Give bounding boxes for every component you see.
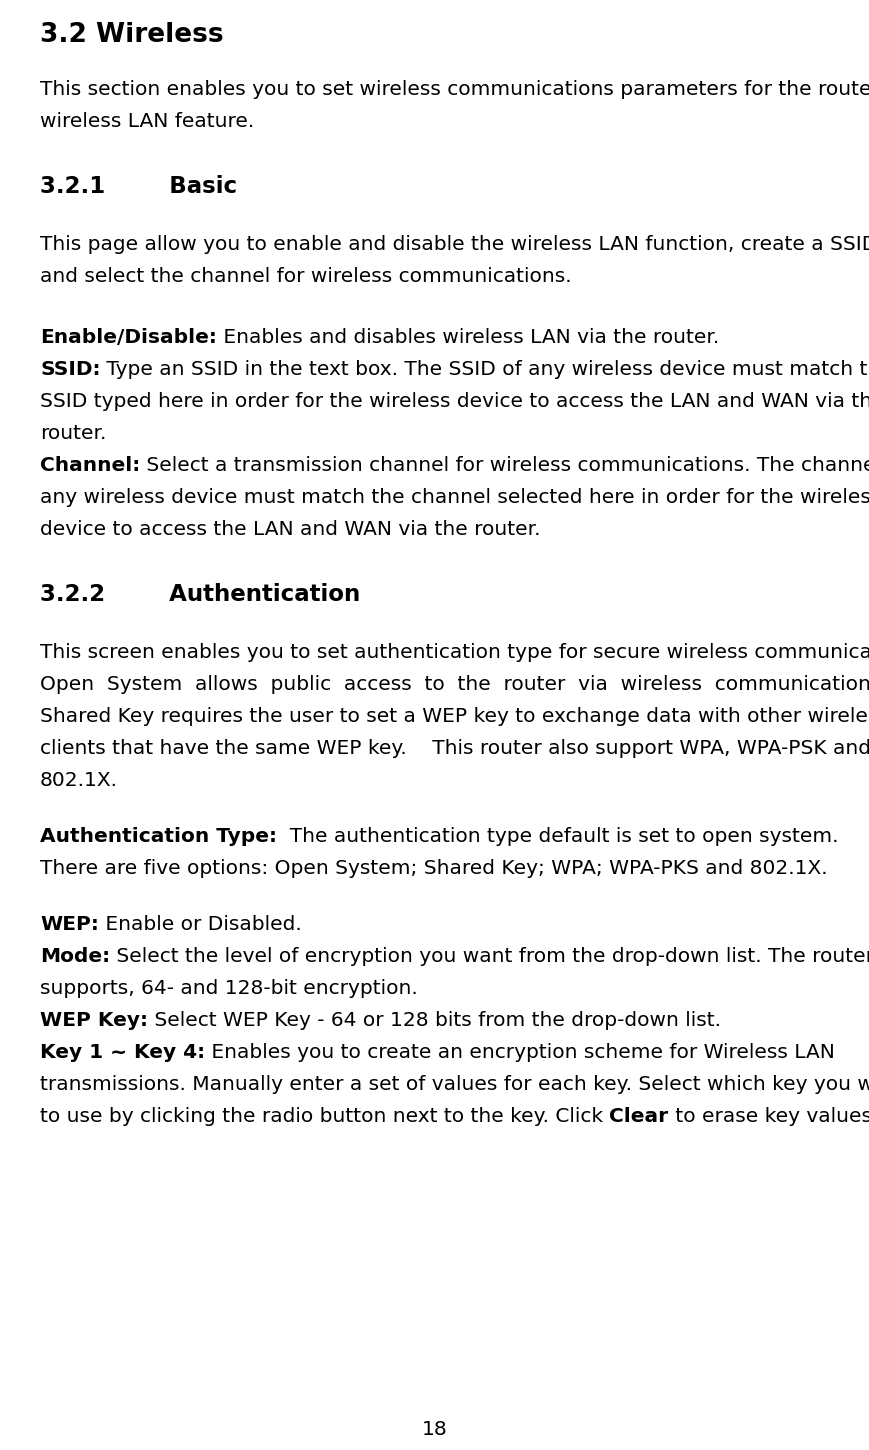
Text: Enables you to create an encryption scheme for Wireless LAN: Enables you to create an encryption sche… [205, 1043, 835, 1061]
Text: device to access the LAN and WAN via the router.: device to access the LAN and WAN via the… [40, 521, 541, 539]
Text: Mode:: Mode: [40, 947, 110, 966]
Text: transmissions. Manually enter a set of values for each key. Select which key you: transmissions. Manually enter a set of v… [40, 1074, 869, 1093]
Text: 802.1X.: 802.1X. [40, 771, 118, 790]
Text: any wireless device must match the channel selected here in order for the wirele: any wireless device must match the chann… [40, 489, 869, 508]
Text: wireless LAN feature.: wireless LAN feature. [40, 112, 255, 130]
Text: supports, 64- and 128-bit encryption.: supports, 64- and 128-bit encryption. [40, 979, 418, 998]
Text: Shared Key requires the user to set a WEP key to exchange data with other wirele: Shared Key requires the user to set a WE… [40, 708, 869, 726]
Text: Clear: Clear [609, 1106, 668, 1127]
Text: Select WEP Key - 64 or 128 bits from the drop-down list.: Select WEP Key - 64 or 128 bits from the… [148, 1011, 721, 1030]
Text: Open  System  allows  public  access  to  the  router  via  wireless  communicat: Open System allows public access to the … [40, 676, 869, 695]
Text: SSID:: SSID: [40, 360, 101, 378]
Text: 3.2.2        Authentication: 3.2.2 Authentication [40, 583, 361, 606]
Text: This section enables you to set wireless communications parameters for the route: This section enables you to set wireless… [40, 80, 869, 99]
Text: 3.2 Wireless: 3.2 Wireless [40, 22, 223, 48]
Text: 18: 18 [421, 1420, 448, 1438]
Text: Enable or Disabled.: Enable or Disabled. [99, 915, 302, 934]
Text: The authentication type default is set to open system.: The authentication type default is set t… [277, 826, 839, 845]
Text: SSID typed here in order for the wireless device to access the LAN and WAN via t: SSID typed here in order for the wireles… [40, 392, 869, 410]
Text: to use by clicking the radio button next to the key. Click: to use by clicking the radio button next… [40, 1106, 609, 1127]
Text: Key 1 ~ Key 4:: Key 1 ~ Key 4: [40, 1043, 205, 1061]
Text: to erase key values.: to erase key values. [668, 1106, 869, 1127]
Text: This screen enables you to set authentication type for secure wireless communica: This screen enables you to set authentic… [40, 642, 869, 663]
Text: WEP Key:: WEP Key: [40, 1011, 148, 1030]
Text: 3.2.1        Basic: 3.2.1 Basic [40, 175, 237, 199]
Text: clients that have the same WEP key.    This router also support WPA, WPA-PSK and: clients that have the same WEP key. This… [40, 740, 869, 758]
Text: Enables and disables wireless LAN via the router.: Enables and disables wireless LAN via th… [217, 328, 720, 347]
Text: router.: router. [40, 423, 106, 444]
Text: and select the channel for wireless communications.: and select the channel for wireless comm… [40, 267, 572, 286]
Text: Authentication Type:: Authentication Type: [40, 826, 277, 845]
Text: This page allow you to enable and disable the wireless LAN function, create a SS: This page allow you to enable and disabl… [40, 235, 869, 254]
Text: Enable/Disable:: Enable/Disable: [40, 328, 217, 347]
Text: WEP:: WEP: [40, 915, 99, 934]
Text: Select a transmission channel for wireless communications. The channel of: Select a transmission channel for wirele… [140, 455, 869, 476]
Text: There are five options: Open System; Shared Key; WPA; WPA-PKS and 802.1X.: There are five options: Open System; Sha… [40, 858, 827, 879]
Text: Channel:: Channel: [40, 455, 140, 476]
Text: Select the level of encryption you want from the drop-down list. The router: Select the level of encryption you want … [110, 947, 869, 966]
Text: Type an SSID in the text box. The SSID of any wireless device must match the: Type an SSID in the text box. The SSID o… [101, 360, 869, 378]
